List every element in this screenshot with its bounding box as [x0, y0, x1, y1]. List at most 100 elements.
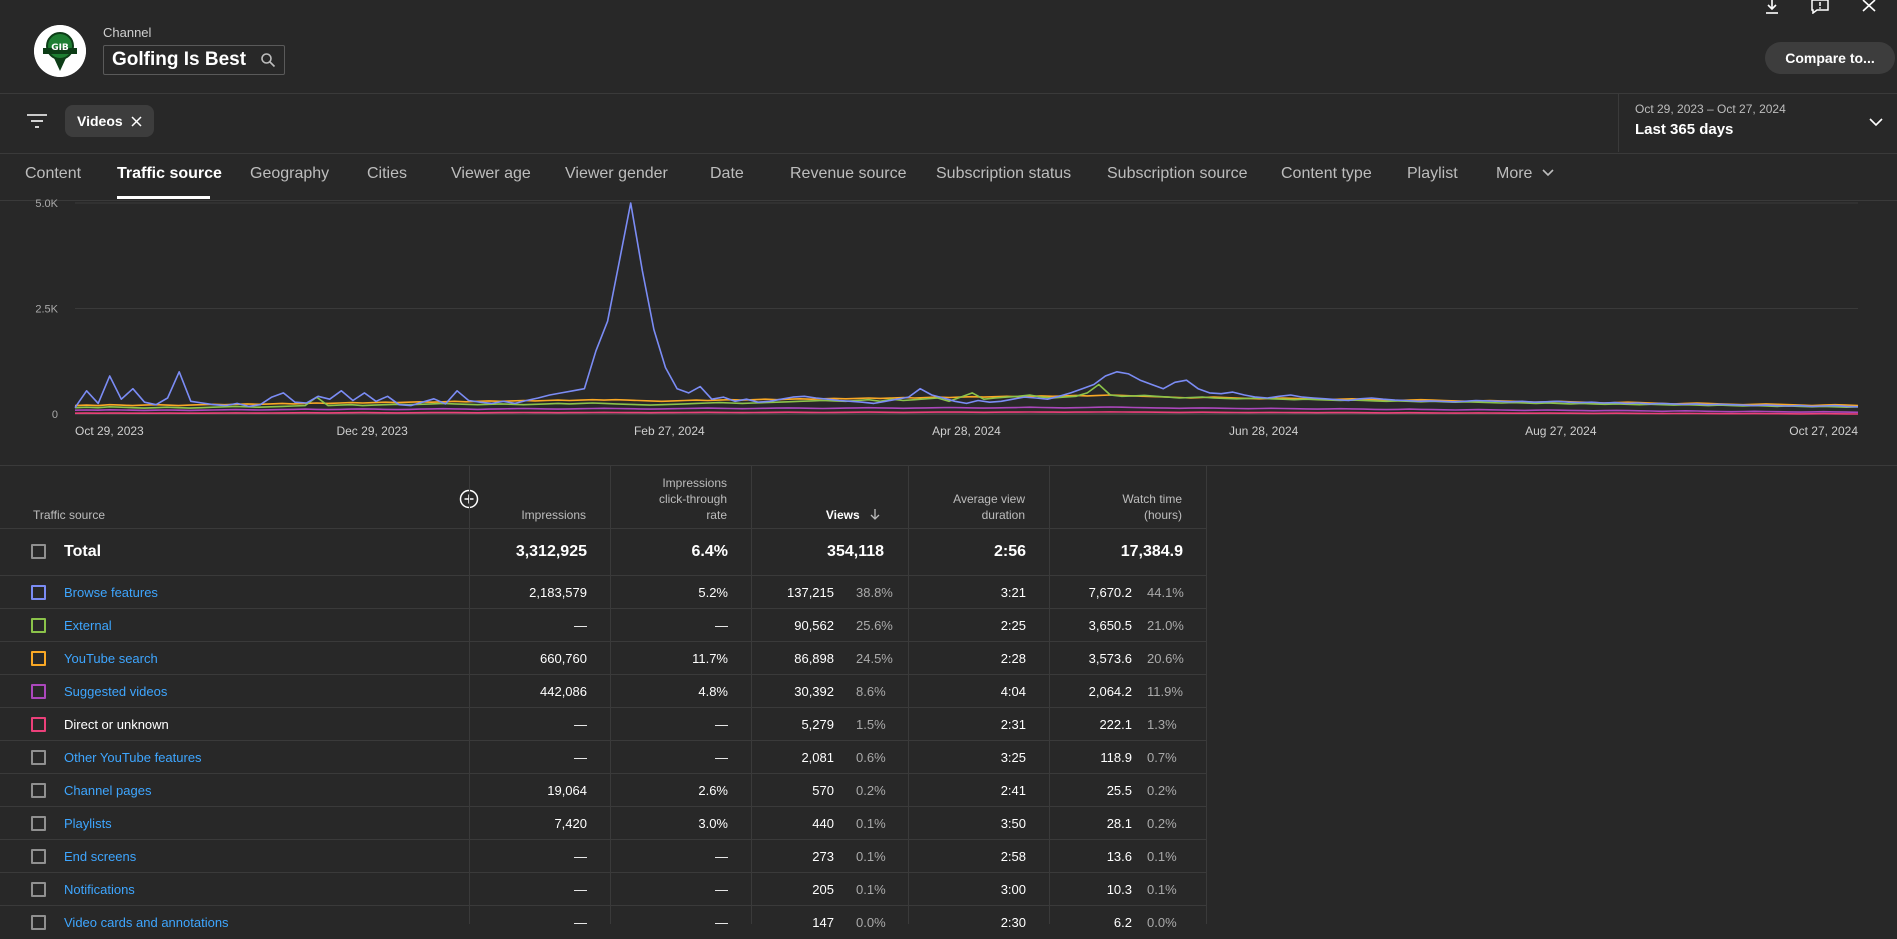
traffic-source-link[interactable]: Browse features — [64, 585, 158, 600]
ctr-value: 2.6% — [698, 783, 728, 798]
x-tick-label: Apr 28, 2024 — [932, 424, 1001, 438]
divider — [908, 466, 909, 924]
x-tick-label: Aug 27, 2024 — [1525, 424, 1597, 438]
traffic-source-link[interactable]: Notifications — [64, 882, 135, 897]
row-checkbox[interactable] — [31, 717, 46, 732]
traffic-source-link[interactable]: End screens — [64, 849, 137, 864]
row-checkbox[interactable] — [31, 849, 46, 864]
golf-logo-icon: GIB — [34, 25, 86, 77]
tab-date[interactable]: Date — [710, 165, 744, 182]
header-views[interactable]: Views — [826, 507, 881, 523]
tab-viewer-gender[interactable]: Viewer gender — [565, 165, 668, 182]
channel-avatar[interactable]: GIB — [34, 25, 86, 77]
views-percent: 25.6% — [856, 618, 893, 633]
x-tick-label: Oct 29, 2023 — [75, 424, 144, 438]
avd-value: 4:04 — [1000, 684, 1026, 699]
watch-time-value: 7,670.2 — [1088, 585, 1132, 600]
watch-time-value: 25.5 — [1106, 783, 1132, 798]
header-traffic-source[interactable]: Traffic source — [33, 508, 106, 522]
row-checkbox[interactable] — [31, 816, 46, 831]
x-tick-label: Oct 27, 2024 — [1789, 424, 1858, 438]
watch-time-percent: 11.9% — [1147, 684, 1183, 699]
filter-chip-videos[interactable]: Videos — [65, 105, 154, 137]
impressions-value: — — [574, 618, 587, 633]
active-tab-indicator — [117, 196, 210, 199]
tab-content-type[interactable]: Content type — [1281, 165, 1372, 182]
tab-viewer-age[interactable]: Viewer age — [451, 165, 531, 182]
traffic-source-link[interactable]: Direct or unknown — [64, 717, 169, 732]
header-avg-view-duration[interactable]: Average view duration — [953, 491, 1025, 523]
views-percent: 24.5% — [856, 651, 893, 666]
filter-icon[interactable] — [26, 113, 48, 129]
channel-search-box[interactable]: Golfing Is Best — [103, 45, 285, 75]
tab-revenue-source[interactable]: Revenue source — [790, 165, 907, 182]
views-percent: 8.6% — [856, 684, 886, 699]
watch-time-value: 28.1 — [1106, 816, 1132, 831]
tab-traffic-source[interactable]: Traffic source — [117, 165, 222, 182]
header-bar: GIB Channel Golfing Is Best Compare to..… — [0, 0, 1897, 94]
traffic-source-link[interactable]: YouTube search — [64, 651, 158, 666]
tab-content[interactable]: Content — [25, 165, 82, 182]
avd-value: 2:25 — [1000, 618, 1026, 633]
tab-subscription-status[interactable]: Subscription status — [936, 165, 1072, 182]
tab-geography[interactable]: Geography — [250, 165, 330, 182]
divider — [1049, 466, 1050, 924]
views-value: 90,562 — [794, 618, 834, 633]
row-checkbox[interactable] — [31, 783, 46, 798]
traffic-source-link[interactable]: External — [64, 618, 112, 633]
series-line — [74, 202, 1859, 409]
ctr-value: 3.0% — [698, 816, 728, 831]
header-impressions[interactable]: Impressions — [521, 508, 586, 522]
header-views-label: Views — [825, 508, 860, 522]
ctr-value: — — [715, 717, 728, 732]
row-checkbox[interactable] — [31, 882, 46, 897]
select-total-checkbox[interactable] — [31, 544, 46, 559]
traffic-source-link[interactable]: Other YouTube features — [64, 750, 202, 765]
row-checkbox[interactable] — [31, 651, 46, 666]
watch-time-percent: 44.1% — [1147, 585, 1184, 600]
date-range-picker[interactable]: Oct 29, 2023 – Oct 27, 2024 Last 365 day… — [1618, 94, 1897, 152]
ctr-value: — — [715, 750, 728, 765]
divider — [1206, 466, 1207, 924]
header-ctr-line2: click-through — [658, 492, 727, 506]
tab-cities[interactable]: Cities — [367, 165, 408, 182]
views-percent: 1.5% — [856, 717, 886, 732]
watch-time-value: 2,064.2 — [1088, 684, 1132, 699]
header-avd-line2: duration — [981, 508, 1025, 522]
traffic-source-link[interactable]: Channel pages — [64, 783, 152, 798]
row-checkbox[interactable] — [31, 915, 46, 930]
feedback-icon[interactable] — [1810, 0, 1830, 14]
watch-time-percent: 0.2% — [1147, 783, 1177, 798]
row-checkbox[interactable] — [31, 684, 46, 699]
impressions-value: 442,086 — [540, 684, 587, 699]
row-checkbox[interactable] — [31, 585, 46, 600]
impressions-value: 7,420 — [554, 816, 587, 831]
traffic-source-link[interactable]: Playlists — [64, 816, 112, 831]
traffic-source-link[interactable]: Suggested videos — [64, 684, 168, 699]
row-checkbox[interactable] — [31, 618, 46, 633]
table-row: Direct or unknown — — 5,279 1.5% 2:31 222.1 1.3… — [0, 707, 1207, 741]
ctr-value: 5.2% — [698, 585, 728, 600]
avd-value: 2:30 — [1000, 915, 1026, 930]
tab-playlist[interactable]: Playlist — [1407, 165, 1458, 182]
compare-button[interactable]: Compare to... — [1765, 42, 1895, 74]
tab-subscription-source[interactable]: Subscription source — [1107, 165, 1248, 182]
header-ctr[interactable]: Impressions click-through rate — [659, 475, 727, 523]
total-watch-time: 17,384.9 — [1120, 543, 1183, 560]
channel-name: Golfing Is Best — [112, 49, 247, 70]
tab-more[interactable]: More — [1496, 165, 1555, 183]
date-range-label: Last 365 days — [1635, 121, 1734, 138]
table-row: YouTube search 660,760 11.7% 86,898 24.5% 2:2… — [0, 641, 1207, 675]
watch-time-percent: 0.0% — [1147, 915, 1177, 930]
traffic-source-link[interactable]: Video cards and annotations — [64, 915, 229, 930]
remove-filter-icon[interactable] — [131, 115, 142, 127]
impressions-value: 660,760 — [540, 651, 587, 666]
download-icon[interactable] — [1763, 0, 1781, 14]
ctr-value: 4.8% — [698, 684, 728, 699]
close-icon[interactable] — [1862, 0, 1876, 12]
total-impressions: 3,312,925 — [515, 543, 587, 560]
row-checkbox[interactable] — [31, 750, 46, 765]
header-watch-time[interactable]: Watch time (hours) — [1122, 491, 1182, 523]
search-icon[interactable] — [260, 52, 276, 68]
views-value: 205 — [812, 882, 834, 897]
